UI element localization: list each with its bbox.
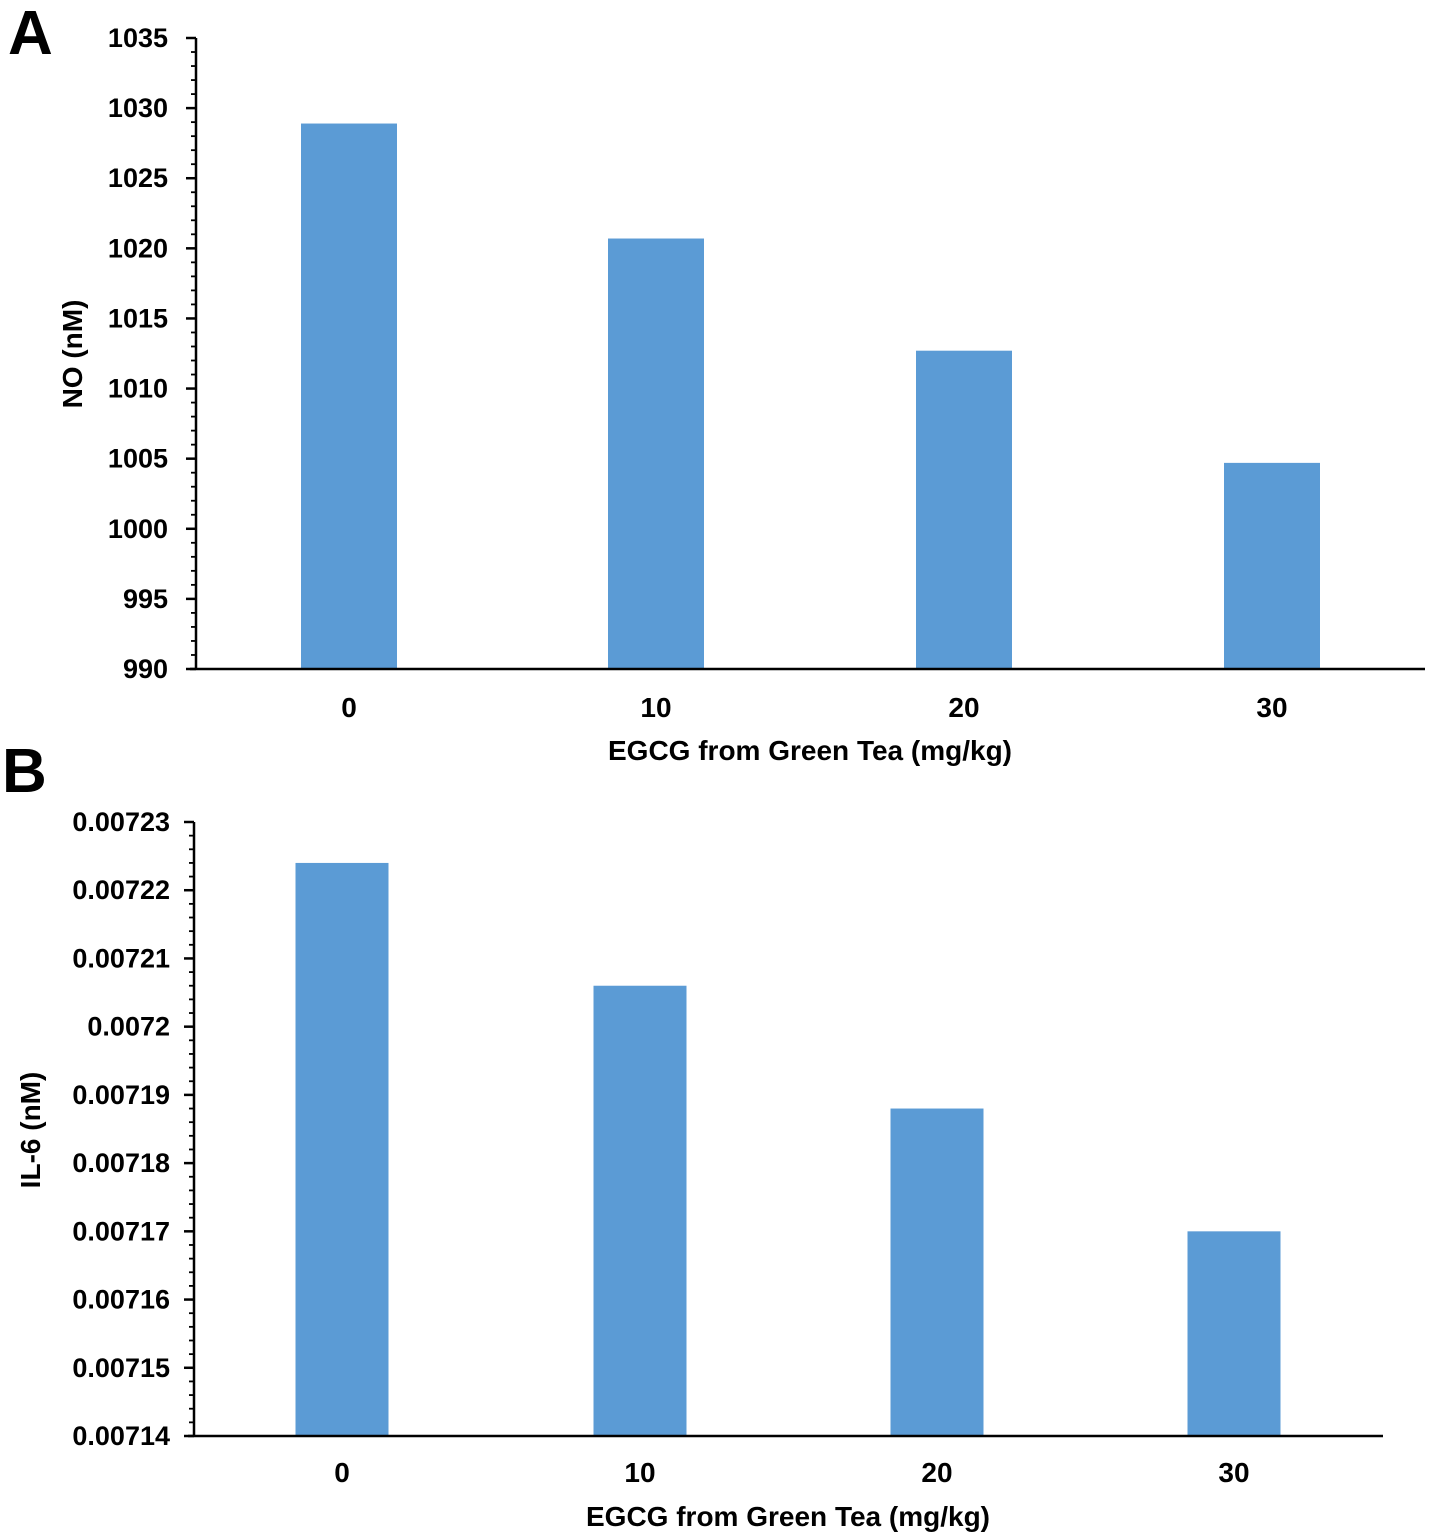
panel-a-bar-30 [1224, 462, 1320, 669]
panel-b-bar-10 [593, 985, 687, 1436]
panel-a-y-tick-label: 1035 [108, 23, 168, 53]
panel-b-y-tick-label: 0.00719 [72, 1080, 170, 1110]
panel-b-bar-0 [295, 862, 389, 1436]
panel-b-y-tick-label: 0.0072 [87, 1012, 170, 1042]
panel-b-y-tick-label: 0.00722 [72, 875, 170, 905]
panel-a-y-tick-label: 995 [123, 584, 168, 614]
panel-a-x-tick-label: 20 [948, 692, 979, 723]
panel-b-x-tick-label: 10 [624, 1457, 655, 1488]
panel-b-y-tick-label: 0.00716 [72, 1285, 170, 1315]
panel-a-y-tick-label: 990 [123, 654, 168, 684]
panel-b-bar-30 [1187, 1231, 1281, 1436]
panel-b-x-tick-label: 0 [334, 1457, 350, 1488]
panel-a-x-tick-label: 0 [341, 692, 357, 723]
panel-a-x-axis-title: EGCG from Green Tea (mg/kg) [608, 735, 1012, 766]
panel-b-x-tick-label: 30 [1218, 1457, 1249, 1488]
panel-a-x-tick-label: 30 [1256, 692, 1287, 723]
panel-a-y-tick-label: 1000 [108, 514, 168, 544]
panel-b-y-tick-label: 0.00721 [72, 943, 170, 973]
panel-b-chart: B IL-6 (nM) EGCG from Green Tea (mg/kg) … [2, 737, 1383, 1532]
panel-a-bar-0 [301, 123, 397, 670]
panel-a-y-tick-label: 1020 [108, 233, 168, 263]
panel-a-y-tick-label: 1025 [108, 163, 168, 193]
panel-a-y-axis-title: NO (nM) [57, 300, 88, 409]
panel-b-y-tick-label: 0.00717 [72, 1216, 170, 1246]
panel-b-bar-20 [890, 1108, 984, 1436]
panel-b-x-axis-title: EGCG from Green Tea (mg/kg) [586, 1501, 990, 1532]
panel-a-y-tick-label: 1005 [108, 444, 168, 474]
panel-b-y-tick-label: 0.00714 [72, 1421, 170, 1451]
panel-a-y-tick-label: 1030 [108, 93, 168, 123]
panel-a-y-tick-label: 1010 [108, 374, 168, 404]
panel-a-letter: A [8, 0, 53, 68]
panel-b-y-tick-label: 0.00715 [72, 1353, 170, 1383]
panel-b-y-axis-title: IL-6 (nM) [15, 1072, 46, 1189]
panel-a-x-tick-label: 10 [640, 692, 671, 723]
panel-a-bar-20 [916, 350, 1012, 669]
panel-b-letter: B [2, 737, 47, 806]
panel-a-chart: A NO (nM) EGCG from Green Tea (mg/kg) 99… [8, 0, 1425, 766]
panel-a-bar-10 [608, 238, 704, 670]
panel-b-y-tick-label: 0.00723 [72, 807, 170, 837]
panel-a-y-tick-label: 1015 [108, 303, 168, 333]
panel-b-x-tick-label: 20 [921, 1457, 952, 1488]
panel-b-y-tick-label: 0.00718 [72, 1148, 170, 1178]
